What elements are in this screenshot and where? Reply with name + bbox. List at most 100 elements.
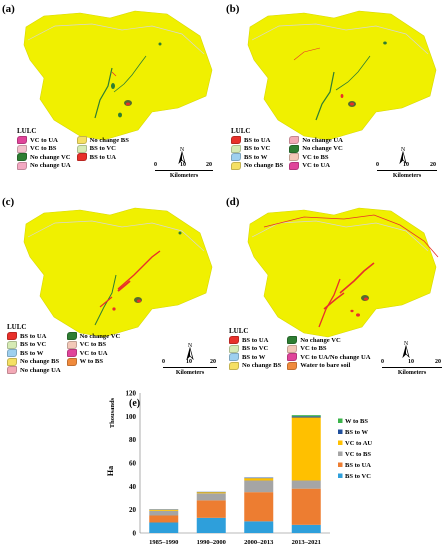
map-content xyxy=(23,10,213,141)
map-feature xyxy=(178,231,182,235)
swatch xyxy=(287,336,298,344)
map-panel-c: (c) LULC BS to UA BS to VC BS to W No chang… xyxy=(0,193,224,378)
legend-item-label: VC to BS xyxy=(300,345,327,352)
map-feature xyxy=(158,42,162,46)
bar-segment-bs-to-vc xyxy=(149,522,179,533)
map-content xyxy=(23,207,213,338)
scale-ten: 10 xyxy=(186,359,192,365)
legend-item-label: No change VC xyxy=(300,336,341,344)
swatch xyxy=(287,353,298,361)
north-arrow-icon: N xyxy=(178,147,186,165)
map-feature xyxy=(350,309,354,313)
legend-item-label: VC to BS xyxy=(30,145,57,152)
legend-item-label: No change UA xyxy=(30,162,71,169)
swatch xyxy=(229,353,239,361)
legend-item-label: BS to UA xyxy=(89,153,117,161)
legend-item-label: No change VC xyxy=(302,145,343,152)
scale-zero: 0 xyxy=(162,359,165,365)
map-feature xyxy=(323,292,345,310)
bar-segment-bs-to-ua xyxy=(244,492,274,522)
scale-ten: 10 xyxy=(408,359,414,365)
bar-segment-w-to-bs xyxy=(291,415,321,417)
legend-item-label: Water to bare soil xyxy=(300,362,351,369)
swatch xyxy=(17,161,27,170)
legend-item-label: BS to VC xyxy=(244,145,271,152)
map-feature xyxy=(99,296,113,308)
scale-bar-b: 0 10 20 Kilometers xyxy=(376,162,437,179)
legend-title: LULC xyxy=(229,327,249,335)
x-tick-label: 1990–2000 xyxy=(197,539,226,546)
panel-label-d: (d) xyxy=(226,196,240,208)
scale-unit: Kilometers xyxy=(169,173,199,179)
map-feature xyxy=(263,214,439,258)
swatch xyxy=(17,153,27,161)
map-feature xyxy=(126,102,130,106)
swatch xyxy=(7,349,17,357)
legend-item-label: VC to UA xyxy=(79,349,108,357)
scale-twenty: 20 xyxy=(430,162,436,168)
panel-label-a: (a) xyxy=(2,3,15,15)
y-tick-label: 60 xyxy=(129,460,137,468)
scale-bar-d: 0 10 20 Kilometers xyxy=(381,359,442,376)
map-feature xyxy=(117,280,131,292)
legend-item-label: VC to BS xyxy=(79,341,107,348)
map-feature xyxy=(117,250,161,290)
legend-item-label: BS to UA xyxy=(242,336,269,344)
map-b xyxy=(247,10,437,141)
legend-item-label: No change UA xyxy=(20,366,61,374)
y-tick-label: 120 xyxy=(126,390,137,398)
y-tick-label: 20 xyxy=(129,506,137,514)
legend-label: BS to VC xyxy=(345,473,371,480)
y-axis-label: Ha xyxy=(106,466,115,476)
legend-swatch xyxy=(338,451,343,456)
bar-segment-bs-to-ua xyxy=(196,500,226,518)
y-ticks: 0 20 40 60 80 100 120 xyxy=(126,390,137,538)
swatch xyxy=(76,144,87,153)
bar-segment-vc-to-au xyxy=(196,492,226,494)
legend-item-label: VC to UA/No change UA xyxy=(300,353,371,361)
bar-segment-bs-to-w xyxy=(291,416,321,418)
map-a xyxy=(23,10,213,141)
swatch xyxy=(229,336,239,344)
map-feature xyxy=(111,71,117,77)
legend-title: LULC xyxy=(7,323,27,331)
swatch xyxy=(289,144,300,153)
swatch xyxy=(231,136,241,144)
swatch xyxy=(229,361,239,370)
y-tick-label: 40 xyxy=(129,483,137,491)
bar-segment-bs-to-ua xyxy=(291,488,321,525)
swatch xyxy=(7,366,17,374)
map-feature xyxy=(113,55,147,93)
legend-d: LULC BS to UA BS to VC BS to W No change BS… xyxy=(229,327,371,370)
swatch xyxy=(17,136,27,144)
swatch xyxy=(7,332,17,340)
legend-b: LULC BS to UA BS to VC BS to W No change BS… xyxy=(231,127,343,170)
x-tick-label: 2013–2021 xyxy=(292,539,321,546)
map-panel-d: (d) LULC BS to UA BS to VC BS to W No chang… xyxy=(224,193,448,378)
legend-item-label: No change BS xyxy=(242,362,282,369)
legend-label: VC to BS xyxy=(345,451,371,458)
svg-text:N: N xyxy=(188,343,193,349)
bar-segment-bs-to-vc xyxy=(196,517,226,533)
legend-item-label: VC to UA xyxy=(30,136,58,144)
svg-text:N: N xyxy=(401,147,406,153)
swatch xyxy=(289,153,300,161)
legend-a: LULC VC to UA VC to BS No change VC No chan… xyxy=(17,127,129,170)
swatch xyxy=(229,344,239,353)
legend-item-label: No change VC xyxy=(30,153,71,161)
map-feature xyxy=(315,71,335,121)
legend-title: LULC xyxy=(231,127,251,135)
bar-segment-bs-to-vc xyxy=(291,524,321,533)
y-tick-label: 80 xyxy=(129,436,137,444)
map-content xyxy=(247,207,439,338)
legend-label: W to BS xyxy=(345,418,368,425)
bar-segment-vc-to-bs xyxy=(196,493,226,501)
swatch xyxy=(66,357,77,366)
legend-item-label: No change UA xyxy=(302,136,343,144)
map-feature xyxy=(383,41,387,45)
bar-segment-vc-to-au xyxy=(244,478,274,481)
legend-item-label: VC to UA xyxy=(302,162,331,169)
scale-ten: 10 xyxy=(403,162,409,168)
legend-item-label: No change VC xyxy=(79,332,121,340)
legend-item-label: BS to VC xyxy=(242,345,269,352)
